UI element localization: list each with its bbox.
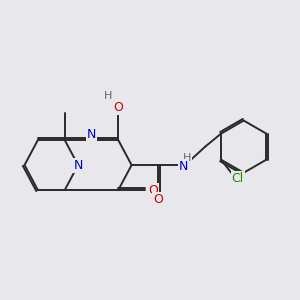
Text: N: N — [74, 159, 83, 172]
Text: O: O — [153, 193, 163, 206]
Text: O: O — [113, 101, 123, 114]
Text: O: O — [148, 184, 158, 197]
Text: N: N — [87, 128, 96, 141]
Text: N: N — [179, 160, 188, 173]
Text: H: H — [104, 92, 112, 101]
Text: H: H — [183, 153, 191, 163]
Text: Cl: Cl — [232, 172, 244, 184]
